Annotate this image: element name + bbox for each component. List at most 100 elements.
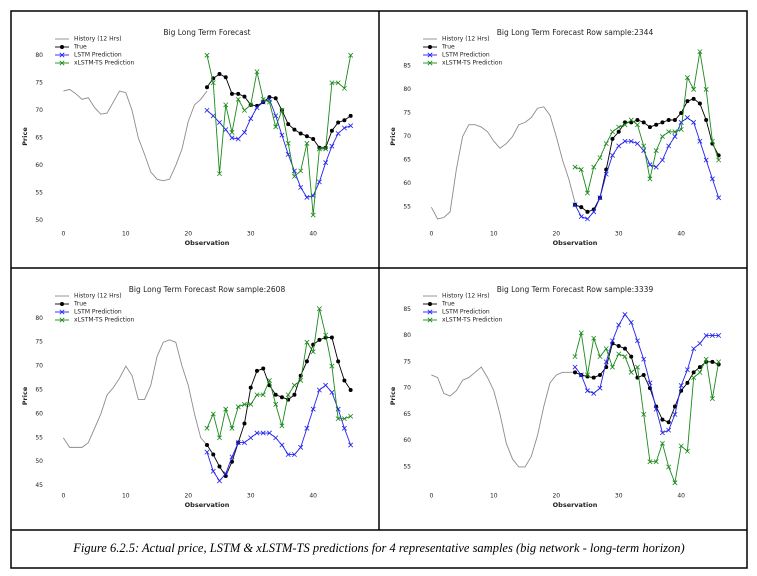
marker xyxy=(298,168,304,174)
marker xyxy=(427,309,433,315)
marker xyxy=(609,364,615,370)
marker-stroke xyxy=(310,212,316,218)
marker xyxy=(223,75,228,80)
y-tick-label: 80 xyxy=(403,86,411,93)
marker-stroke xyxy=(666,464,672,470)
marker xyxy=(603,346,609,352)
marker xyxy=(697,369,703,375)
marker-stroke xyxy=(241,107,247,113)
marker-stroke xyxy=(348,52,354,58)
marker xyxy=(660,120,665,125)
marker xyxy=(666,464,672,470)
marker xyxy=(654,122,659,127)
marker-stroke xyxy=(597,155,603,161)
marker-stroke xyxy=(641,148,647,154)
marker-stroke xyxy=(235,440,241,446)
marker xyxy=(659,157,665,163)
marker-stroke xyxy=(248,435,254,441)
marker xyxy=(273,96,278,101)
chart-title: Big Long Term Forecast Row sample:3339 xyxy=(497,285,654,294)
marker xyxy=(304,425,310,431)
marker xyxy=(578,372,584,378)
marker xyxy=(60,45,64,49)
marker xyxy=(241,129,247,135)
marker xyxy=(585,388,590,394)
marker xyxy=(653,148,659,154)
marker-stroke xyxy=(241,401,247,407)
marker xyxy=(634,364,640,370)
marker-stroke xyxy=(229,454,235,460)
marker xyxy=(60,302,64,306)
marker xyxy=(647,176,653,182)
marker xyxy=(329,389,335,395)
y-tick-label: 55 xyxy=(403,204,411,211)
marker xyxy=(248,385,253,390)
marker xyxy=(217,119,222,125)
marker-stroke xyxy=(709,138,715,144)
y-tick-label: 70 xyxy=(35,363,43,370)
y-tick-label: 55 xyxy=(35,434,43,441)
marker xyxy=(709,176,715,182)
marker xyxy=(236,91,241,96)
marker xyxy=(716,333,722,339)
marker xyxy=(348,123,354,129)
marker xyxy=(336,120,341,125)
series-line xyxy=(431,366,575,468)
y-tick-label: 70 xyxy=(35,107,43,114)
marker-stroke xyxy=(616,124,622,130)
marker-stroke xyxy=(716,195,722,201)
marker xyxy=(248,102,254,108)
marker-stroke xyxy=(210,468,216,474)
marker xyxy=(572,164,578,170)
marker-stroke xyxy=(59,52,65,58)
marker xyxy=(684,75,690,81)
marker xyxy=(591,335,597,341)
marker-stroke xyxy=(709,396,715,402)
marker xyxy=(653,406,659,412)
marker-stroke xyxy=(572,164,578,170)
marker xyxy=(572,354,578,360)
marker-stroke xyxy=(210,80,216,86)
marker xyxy=(672,129,678,135)
marker xyxy=(205,442,209,447)
series-line xyxy=(574,313,719,434)
marker xyxy=(603,359,609,365)
marker xyxy=(697,365,702,370)
marker xyxy=(597,372,602,377)
marker-stroke xyxy=(703,333,709,339)
legend-label: History (12 Hrs) xyxy=(442,36,490,43)
marker-stroke xyxy=(641,356,647,362)
marker xyxy=(235,440,241,446)
marker xyxy=(310,406,316,412)
marker-stroke xyxy=(572,354,578,360)
marker-stroke xyxy=(323,160,329,166)
marker xyxy=(716,195,722,201)
x-tick-label: 30 xyxy=(247,231,255,238)
series-line xyxy=(206,73,351,149)
marker-stroke xyxy=(316,146,322,152)
marker xyxy=(709,333,715,339)
marker xyxy=(685,99,690,104)
y-tick-label: 50 xyxy=(35,458,43,465)
marker-stroke xyxy=(427,309,433,315)
y-tick-label: 75 xyxy=(35,79,43,86)
marker xyxy=(603,141,609,147)
marker xyxy=(684,367,690,373)
y-tick-label: 60 xyxy=(403,180,411,187)
x-tick-label: 10 xyxy=(122,231,130,238)
marker-stroke xyxy=(279,423,285,429)
marker xyxy=(217,435,222,441)
x-tick-label: 40 xyxy=(677,231,685,238)
marker-stroke xyxy=(609,338,615,344)
marker xyxy=(585,190,590,196)
marker xyxy=(703,333,709,339)
series-line xyxy=(206,55,352,216)
marker xyxy=(335,416,341,422)
marker xyxy=(691,96,696,101)
marker xyxy=(211,452,216,457)
marker-stroke xyxy=(235,136,241,142)
marker-stroke xyxy=(298,377,304,383)
marker-stroke xyxy=(691,119,697,125)
marker-stroke xyxy=(653,164,659,170)
y-tick-label: 65 xyxy=(403,157,411,164)
